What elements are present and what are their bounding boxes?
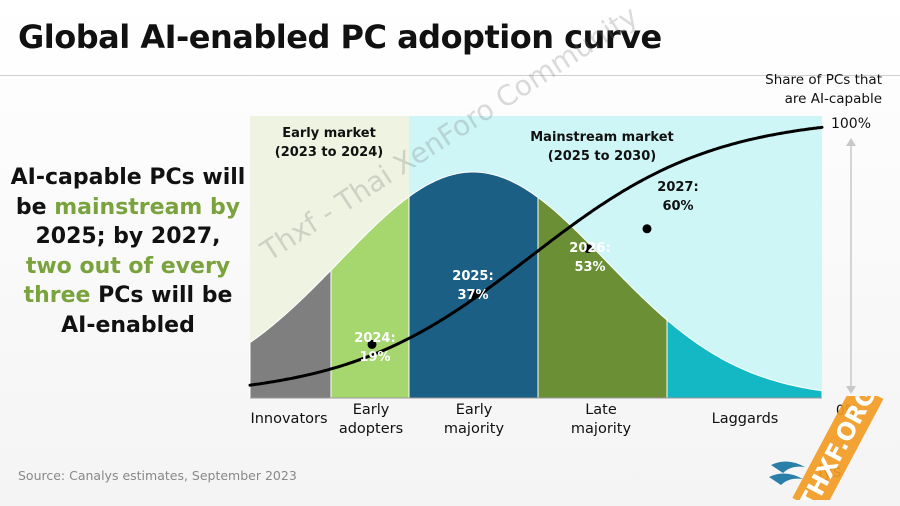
- y-axis-arrow-up-icon: [846, 138, 856, 146]
- segment-label-5: Laggards: [712, 411, 779, 427]
- data-label-2024: 2024: 19%: [354, 331, 395, 365]
- segment-label-1: Innovators: [250, 411, 327, 427]
- adoption-s-curve: [248, 125, 824, 387]
- data-point-2026: [583, 244, 593, 254]
- headline-line-5: three PCs will be: [10, 281, 246, 311]
- late-majority-segment: [537, 196, 668, 399]
- headline-line-3: 2025; by 2027,: [35, 224, 221, 249]
- headline-text-5b: PCs will be: [90, 283, 233, 308]
- data-label-2026: 2026: 53%: [569, 241, 610, 275]
- y-tick-bottom: 0%: [836, 403, 858, 419]
- y-axis-label: Share of PCs that are AI-capable: [765, 71, 882, 109]
- headline-line-6: AI-enabled: [61, 312, 195, 338]
- canalys-logo-text: lys: [818, 462, 842, 482]
- laggards-segment: [666, 318, 823, 399]
- y-axis-label-line-1: Share of PCs that: [765, 72, 882, 88]
- headline-text-2a: be: [15, 194, 55, 220]
- innovators-segment: [249, 268, 332, 399]
- data-label-2025: 2025: 37%: [452, 269, 493, 303]
- data-label-2027: 2027: 60%: [657, 180, 698, 214]
- headline-line-4: two out of every: [25, 253, 231, 279]
- y-axis-arrow-down-icon: [846, 386, 856, 394]
- early-majority-segment: [408, 171, 539, 399]
- market-phase-label-1: Early market (2023 to 2024): [275, 126, 383, 160]
- headline-highlight-mainstream: mainstream by: [54, 194, 241, 220]
- source-note: Source: Canalys estimates, September 202…: [18, 468, 297, 483]
- page-title: Global AI-enabled PC adoption curve: [18, 18, 662, 56]
- segment-label-2: Early adopters: [339, 402, 403, 437]
- data-point-2024: [367, 339, 377, 349]
- segment-label-4: Late majority: [571, 402, 632, 437]
- headline-line-2: be mainstream by: [10, 193, 246, 223]
- headline-text: AI-capable PCs will be mainstream by 202…: [10, 163, 246, 340]
- data-point-2025: [469, 289, 479, 299]
- market-phase-label-2: Mainstream market (2025 to 2030): [530, 130, 674, 164]
- y-tick-top: 100%: [831, 116, 871, 132]
- data-point-2027: [642, 224, 652, 234]
- y-axis-label-line-2: are AI-capable: [784, 91, 882, 107]
- headline-highlight-three: three: [23, 283, 91, 308]
- title-divider: [0, 75, 900, 76]
- segment-label-3: Early majority: [444, 402, 505, 437]
- headline-line-1: AI-capable PCs will: [10, 165, 246, 190]
